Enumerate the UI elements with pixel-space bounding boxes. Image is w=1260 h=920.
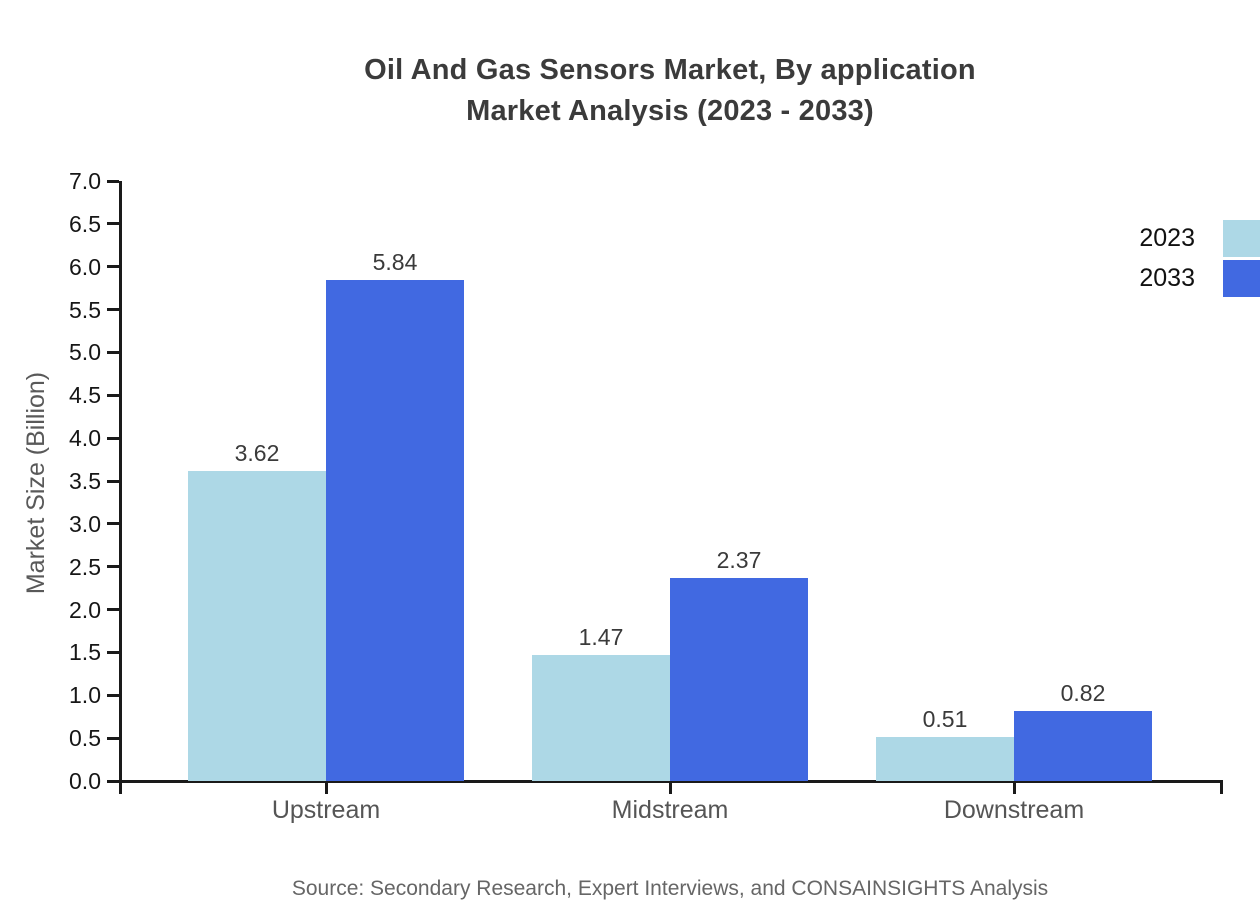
x-axis-end-tick-right xyxy=(1220,781,1223,794)
category-label-upstream: Upstream xyxy=(271,796,381,824)
y-tick xyxy=(107,393,119,397)
bar-2033-upstream xyxy=(326,280,464,781)
y-tick-label: 0.5 xyxy=(69,725,101,752)
x-axis-spine xyxy=(119,780,1223,783)
legend-swatch-2033 xyxy=(1223,260,1260,297)
bar-value-label-2023-downstream: 0.51 xyxy=(922,706,968,733)
bar-2023-midstream xyxy=(532,655,670,781)
category-label-downstream: Downstream xyxy=(943,796,1085,824)
y-tick xyxy=(107,479,119,483)
y-tick xyxy=(107,650,119,654)
source-note: Source: Secondary Research, Expert Inter… xyxy=(291,877,1049,900)
y-tick-label: 1.0 xyxy=(69,682,101,709)
y-tick-label: 5.0 xyxy=(69,339,101,366)
y-tick xyxy=(107,350,119,354)
bar-value-label-2033-upstream: 5.84 xyxy=(372,249,418,276)
y-tick xyxy=(107,436,119,440)
y-tick-label: 1.5 xyxy=(69,639,101,666)
y-tick-label: 5.5 xyxy=(69,296,101,323)
bar-2033-midstream xyxy=(670,577,808,781)
y-tick xyxy=(107,736,119,740)
bar-value-label-2023-midstream: 1.47 xyxy=(578,624,624,650)
y-tick xyxy=(107,565,119,569)
y-tick-label: 6.5 xyxy=(69,210,101,237)
category-label-midstream: Midstream xyxy=(611,796,729,824)
bar-2023-upstream xyxy=(188,470,326,781)
y-tick-label: 4.0 xyxy=(69,425,101,452)
y-tick-label: 0.0 xyxy=(69,768,101,794)
legend-swatch-2023 xyxy=(1223,220,1260,257)
y-tick xyxy=(107,179,119,183)
legend-label-2033: 2033 xyxy=(1139,264,1195,292)
x-tick-upstream xyxy=(324,782,328,794)
bar-value-label-2033-midstream: 2.37 xyxy=(716,546,762,573)
y-tick xyxy=(107,693,119,697)
y-tick xyxy=(107,222,119,226)
y-tick-label: 6.0 xyxy=(69,253,101,280)
bar-2033-downstream xyxy=(1014,710,1152,781)
legend-label-2023: 2023 xyxy=(1139,224,1195,252)
bar-value-label-2033-downstream: 0.82 xyxy=(1060,679,1106,706)
y-tick-label: 2.0 xyxy=(69,596,101,623)
y-tick xyxy=(107,779,119,783)
y-axis-spine xyxy=(119,181,122,783)
y-tick xyxy=(107,308,119,312)
x-tick-midstream xyxy=(668,782,672,794)
x-axis-end-tick-left xyxy=(119,781,122,794)
bar-2023-downstream xyxy=(876,737,1014,781)
x-tick-downstream xyxy=(1012,782,1016,794)
y-tick-label: 7.0 xyxy=(69,168,101,194)
y-tick-label: 2.5 xyxy=(69,553,101,580)
y-tick-label: 4.5 xyxy=(69,382,101,409)
y-tick xyxy=(107,608,119,612)
y-tick-label: 3.0 xyxy=(69,510,101,537)
y-tick-label: 3.5 xyxy=(69,468,101,494)
chart-title: Oil And Gas Sensors Market, By applicati… xyxy=(364,54,976,127)
bar-value-label-2023-upstream: 3.62 xyxy=(234,439,280,466)
y-tick xyxy=(107,522,119,526)
y-tick xyxy=(107,265,119,269)
